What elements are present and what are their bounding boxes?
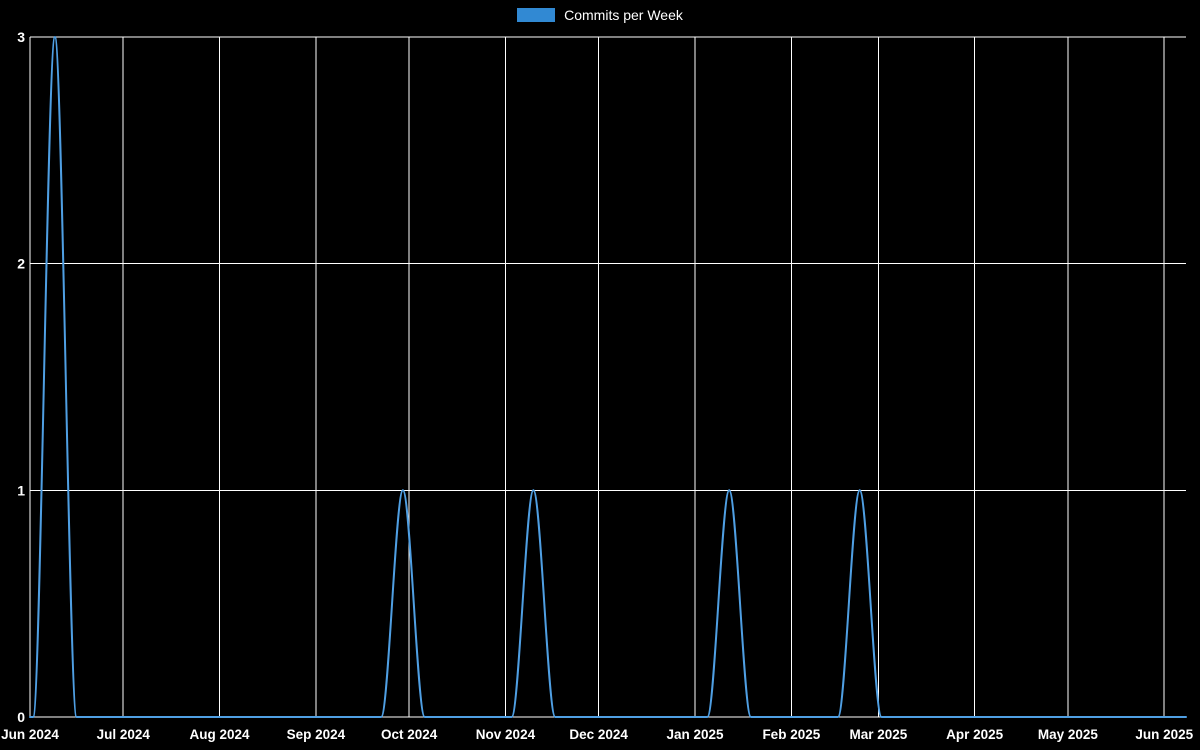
commits-line (29, 36, 1187, 719)
x-tick-label: Sep 2024 (287, 727, 346, 742)
x-tick-label: Nov 2024 (476, 727, 536, 742)
legend-label: Commits per Week (564, 7, 683, 23)
y-tick-label: 0 (17, 709, 25, 725)
chart-legend[interactable]: Commits per Week (0, 7, 1200, 23)
x-tick-label: May 2025 (1038, 727, 1099, 742)
x-tick-label: Apr 2025 (946, 727, 1004, 742)
x-tick-label: Aug 2024 (190, 727, 251, 742)
x-tick-label: Jul 2024 (97, 727, 151, 742)
x-tick-label: Jan 2025 (666, 727, 724, 742)
y-tick-label: 1 (17, 482, 25, 498)
x-tick-label: Jun 2025 (1135, 727, 1193, 742)
x-tick-label: Mar 2025 (849, 727, 907, 742)
legend-swatch (517, 8, 556, 22)
x-tick-label: Feb 2025 (762, 727, 820, 742)
x-tick-label: Jun 2024 (1, 727, 59, 742)
y-tick-label: 3 (17, 29, 25, 45)
y-tick-label: 2 (17, 256, 25, 272)
x-tick-label: Oct 2024 (381, 727, 438, 742)
x-tick-label: Dec 2024 (569, 727, 628, 742)
